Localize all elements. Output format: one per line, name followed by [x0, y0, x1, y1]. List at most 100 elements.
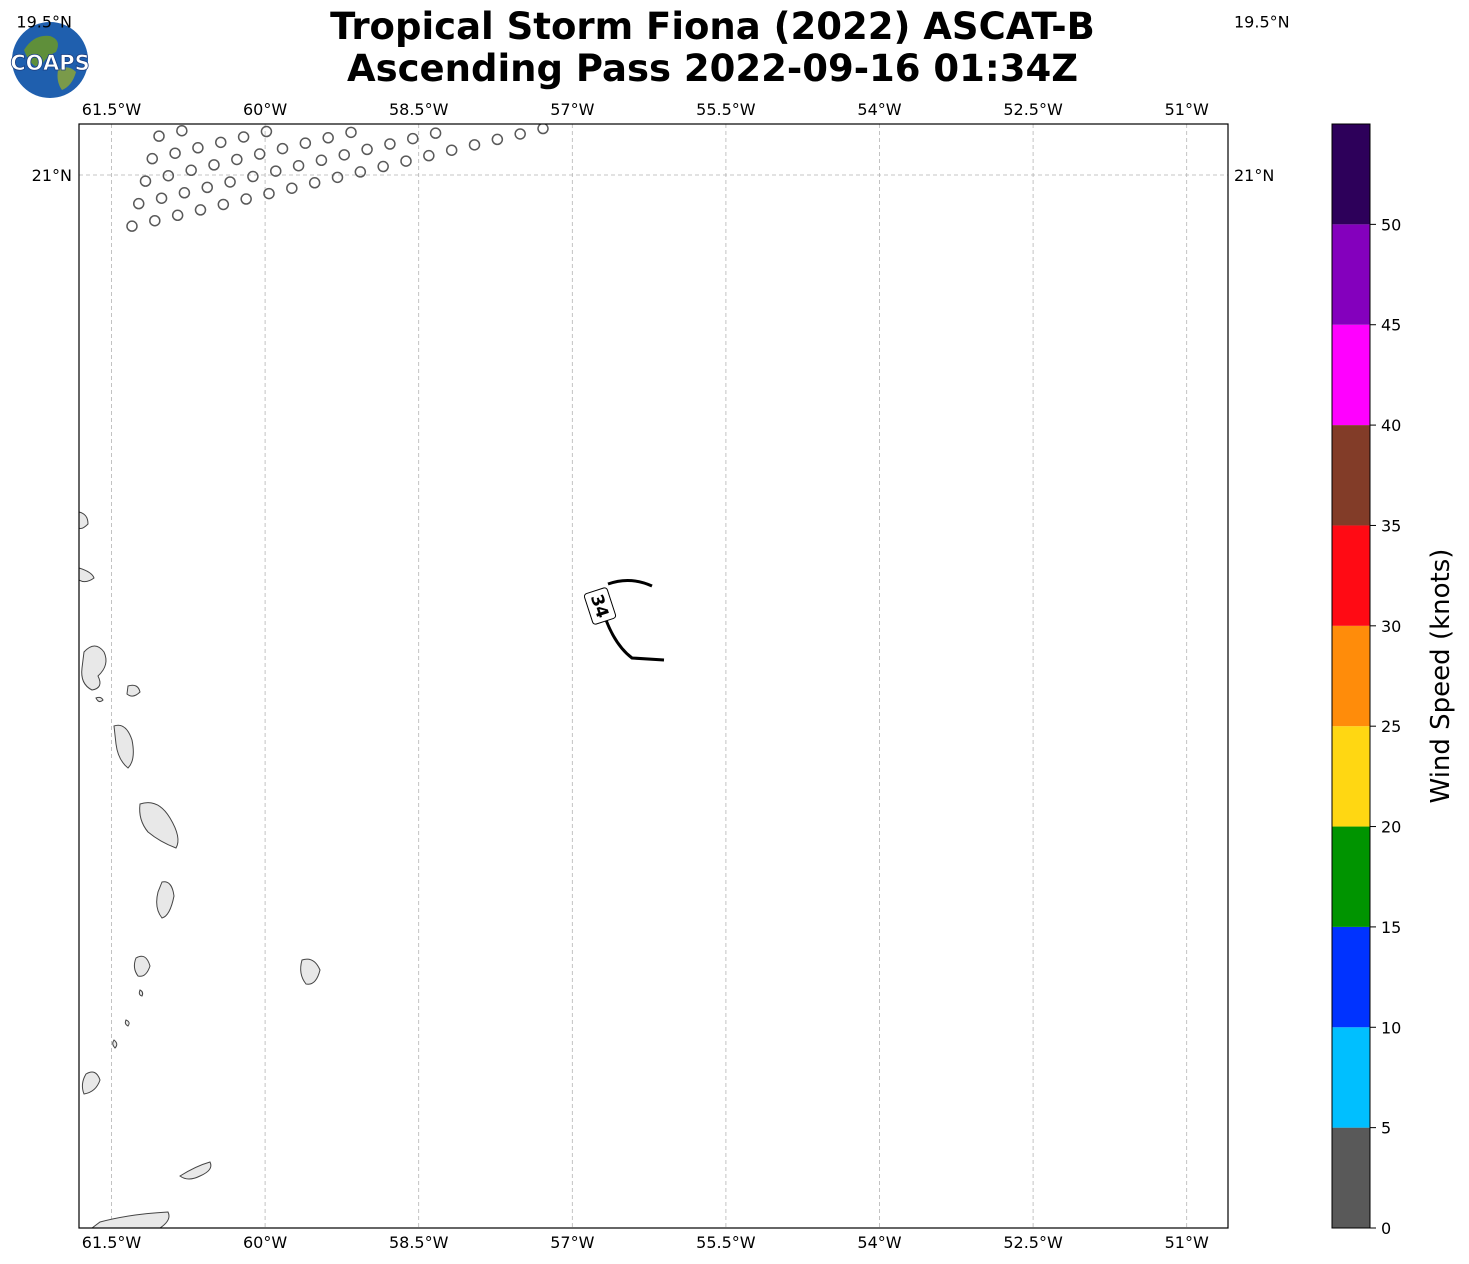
lon-tick-label: 58.5°W	[389, 1233, 449, 1252]
map-area: 34	[78, 123, 1229, 1229]
colorbar-frame	[1331, 123, 1371, 1229]
lon-tick-label: 52.5°W	[1003, 100, 1063, 119]
lat-tick-label: 19.5°N	[1234, 13, 1290, 32]
calm-marker	[299, 137, 312, 149]
calm-marker	[253, 148, 266, 160]
island-grenada	[81, 1071, 101, 1095]
calm-marker	[445, 144, 458, 156]
colorbar-tick-label: 5	[1381, 1119, 1391, 1138]
calm-marker	[153, 130, 165, 142]
map-background	[79, 124, 1228, 1228]
calm-marker	[139, 175, 152, 187]
colorbar-bin	[1332, 124, 1370, 225]
lon-tick-label: 55.5°W	[696, 100, 756, 119]
island-st-lucia	[156, 881, 175, 919]
calm-marker	[132, 197, 145, 210]
colorbar-tick-label: 45	[1381, 316, 1401, 335]
colorbar-tick-label: 50	[1381, 215, 1401, 234]
calm-marker	[260, 125, 273, 138]
lat-tick-label: 19.5°N	[16, 13, 72, 32]
title-line-2: Ascending Pass 2022-09-16 01:34Z	[346, 47, 1079, 90]
gridlines	[79, 124, 1228, 1228]
calm-marker	[162, 169, 175, 182]
colorbar-tick-label: 35	[1381, 516, 1401, 535]
island-grenadines-2	[124, 1019, 130, 1027]
island-iles-des-saintes	[95, 696, 104, 703]
colorbar: 0 5 10 15 20 25 30 35 40 45 50 Wind Speed (knots)	[1331, 123, 1456, 1238]
calm-marker	[429, 127, 442, 139]
calm-marker	[146, 152, 159, 165]
chart-title: Tropical Storm Fiona (2022) ASCAT-B Asce…	[200, 6, 1225, 90]
lon-tick-label: 55.5°W	[696, 1233, 756, 1252]
calm-marker	[423, 149, 435, 162]
colorbar-tick-label: 25	[1381, 717, 1401, 736]
colorbar-bin	[1332, 1127, 1370, 1228]
lat-tick-label: 21°N	[32, 166, 72, 185]
colorbar-bins	[1332, 124, 1370, 1228]
island-guadeloupe	[81, 645, 107, 691]
contour-line	[604, 579, 665, 662]
island-marie-galante	[126, 684, 141, 697]
colorbar-bin	[1332, 224, 1370, 325]
coaps-logo: COAPS	[10, 22, 90, 98]
calm-marker	[537, 124, 549, 135]
calm-marker	[354, 166, 367, 178]
island-montserrat-fragment	[79, 567, 95, 583]
calm-marker	[194, 204, 207, 216]
lon-tick-label: 52.5°W	[1003, 1233, 1063, 1252]
colorbar-bin	[1332, 926, 1370, 1028]
calm-marker	[176, 124, 188, 137]
calm-marker	[240, 193, 252, 205]
calm-marker	[361, 143, 373, 156]
calm-marker	[178, 187, 191, 199]
island-grenadines-1	[138, 989, 144, 997]
calm-marker	[345, 126, 357, 139]
colorbar-bin	[1332, 525, 1370, 626]
colorbar-tick-label: 40	[1381, 416, 1401, 435]
calm-marker	[331, 171, 344, 184]
calm-marker	[514, 128, 526, 140]
calm-marker	[322, 132, 334, 144]
lon-tick-label: 58.5°W	[389, 100, 449, 119]
island-tobago	[179, 1161, 212, 1180]
calm-marker	[215, 136, 227, 149]
calm-marker	[237, 131, 250, 143]
lon-tick-label: 51°W	[1165, 100, 1209, 119]
lat-tick-label: 21°N	[1234, 166, 1274, 185]
calm-marker	[263, 187, 275, 200]
lon-tick-label: 61.5°W	[82, 100, 142, 119]
calm-marker	[171, 209, 184, 222]
lon-tick-label: 57°W	[550, 100, 594, 119]
calm-marker	[384, 138, 396, 150]
lon-tick-label: 54°W	[857, 100, 901, 119]
calm-marker	[269, 165, 282, 177]
island-antigua-fragment	[79, 511, 89, 529]
lon-tick-label: 54°W	[857, 1233, 901, 1252]
island-martinique	[139, 802, 179, 849]
colorbar-label: Wind Speed (knots)	[1426, 549, 1456, 804]
calm-marker	[276, 142, 289, 155]
island-grenadines-3	[112, 1039, 118, 1049]
calm-marker	[338, 149, 351, 161]
colorbar-bin	[1332, 324, 1370, 426]
calm-marker	[491, 133, 504, 146]
calm-marker	[292, 159, 305, 172]
calm-marker	[185, 164, 197, 177]
calm-marker	[201, 181, 213, 194]
contour-34kt: 34	[583, 579, 665, 662]
lon-tick-label: 57°W	[550, 1233, 594, 1252]
lon-tick-label: 51°W	[1165, 1233, 1209, 1252]
calm-marker	[400, 155, 412, 167]
calm-marker	[315, 154, 328, 167]
lon-ticks-top: 61.5°W 60°W 58.5°W 57°W 55.5°W 54°W 52.5°W 51°W	[82, 100, 1209, 119]
map-frame	[78, 123, 1229, 1229]
island-st-vincent	[133, 955, 151, 977]
island-trinidad	[91, 1211, 170, 1228]
calm-marker	[377, 160, 389, 173]
colorbar-tick-label: 15	[1381, 918, 1401, 937]
calm-marker	[192, 142, 204, 154]
colorbar-bin	[1332, 726, 1370, 827]
calm-marker	[155, 192, 168, 204]
colorbar-bin	[1332, 625, 1370, 727]
colorbar-tick-label: 30	[1381, 617, 1401, 636]
